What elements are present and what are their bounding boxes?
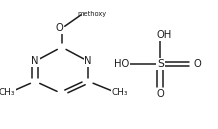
Text: O: O bbox=[56, 23, 63, 33]
Text: CH₃: CH₃ bbox=[0, 88, 15, 97]
Text: S: S bbox=[157, 59, 164, 69]
Text: N: N bbox=[85, 56, 92, 66]
Text: methoxy: methoxy bbox=[78, 11, 107, 17]
Text: CH₃: CH₃ bbox=[111, 88, 128, 97]
Text: O: O bbox=[157, 89, 164, 99]
Text: N: N bbox=[31, 56, 39, 66]
Text: OH: OH bbox=[157, 30, 172, 40]
Text: O: O bbox=[194, 59, 201, 69]
Text: HO: HO bbox=[114, 59, 129, 69]
